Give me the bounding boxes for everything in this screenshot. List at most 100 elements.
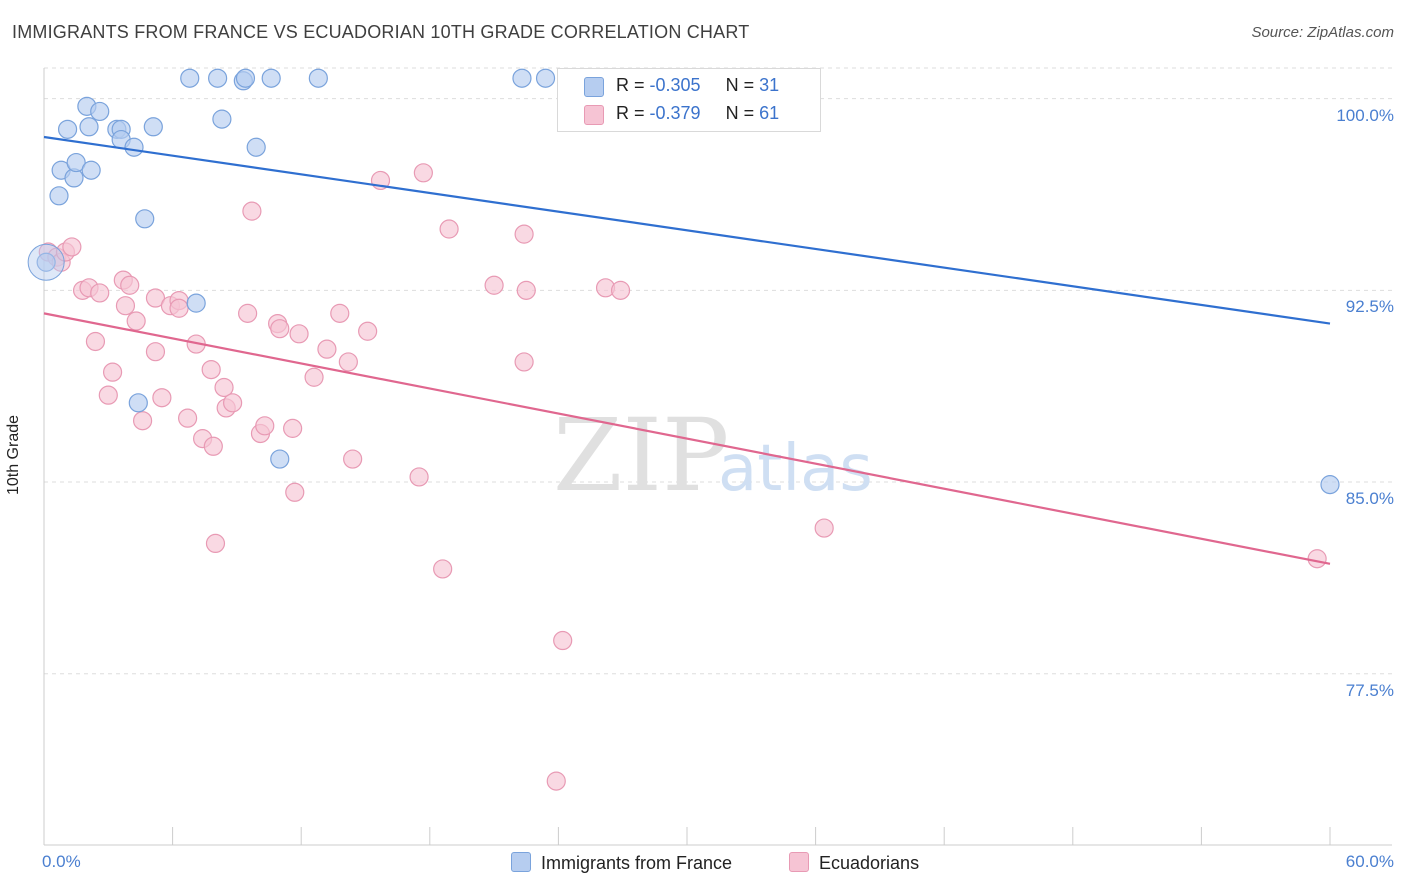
france-point <box>235 68 256 88</box>
france-point <box>49 186 69 206</box>
ecuadorians-point <box>115 296 136 316</box>
x-tick-label-min: 0.0% <box>42 852 81 871</box>
r-label: R = <box>616 103 645 123</box>
legend-item-france: Immigrants from France <box>511 852 732 874</box>
ecuadorians-legend-swatch <box>789 852 809 872</box>
ecuadorians-point <box>413 163 433 183</box>
n-label: N = <box>725 75 755 95</box>
watermark-zip: ZIP <box>553 397 729 514</box>
ecuadorians-legend-label: Ecuadorians <box>819 853 920 873</box>
ecuadorians-trend-line <box>43 312 1331 565</box>
ecuadorians-point <box>201 359 221 380</box>
ecuadorians-point <box>343 449 363 469</box>
r-label: R = <box>616 75 645 95</box>
ecuadorians-point <box>126 311 146 331</box>
ecuadorians-point <box>338 352 358 372</box>
france-point <box>261 68 281 88</box>
france-point <box>128 393 148 413</box>
ecuadorians-point <box>610 280 631 300</box>
grid-lines <box>44 67 1392 675</box>
france-point <box>512 68 532 88</box>
ecuadorians-point <box>238 303 258 323</box>
ecuadorians-n-value: 61 <box>759 103 780 123</box>
ecuadorians-point <box>433 559 453 579</box>
france-point-large <box>27 243 65 281</box>
ecuadorians-point <box>223 393 243 413</box>
france-point <box>1320 475 1340 495</box>
ecuadorians-point <box>283 418 303 438</box>
ecuadorians-point <box>214 377 234 398</box>
ecuadorians-point <box>317 339 337 359</box>
x-tick-label-max: 60.0% <box>1345 852 1394 871</box>
france-point <box>535 68 556 88</box>
ecuadorians-point <box>98 385 118 405</box>
ecuadorians-point <box>1307 549 1327 569</box>
france-n-value: 31 <box>759 75 780 95</box>
y-tick-label: 100.0% <box>1336 105 1394 125</box>
france-point <box>90 101 110 122</box>
correlation-legend: R = -0.305 N = 31 R = -0.379 N = 61 <box>557 68 821 132</box>
france-point <box>212 109 232 129</box>
france-point <box>124 137 144 157</box>
ecuadorians-point <box>203 436 223 456</box>
y-tick-label: 77.5% <box>1345 680 1394 700</box>
france-point <box>246 137 266 157</box>
ecuadorians-point <box>289 324 309 344</box>
france-point <box>180 68 200 88</box>
france-point <box>308 68 328 88</box>
ecuadorians-point <box>120 275 140 295</box>
ecuadorians-point <box>205 533 226 554</box>
france-point <box>208 68 228 88</box>
ecuadorians-r-value: -0.379 <box>649 103 701 123</box>
n-label: N = <box>725 103 755 123</box>
ecuadorians-point <box>85 331 106 352</box>
ecuadorians-point <box>553 630 573 651</box>
france-swatch <box>584 77 604 97</box>
ecuadorians-point <box>242 201 262 221</box>
france-points <box>27 68 1340 495</box>
ecuadorians-point <box>546 771 566 791</box>
ecuadorians-point <box>484 275 504 295</box>
france-point <box>270 449 290 469</box>
ecuadorians-point <box>814 518 834 538</box>
ecuadorians-point <box>516 280 536 300</box>
france-point <box>143 117 163 137</box>
ecuadorians-point <box>62 237 82 257</box>
france-point <box>66 152 86 173</box>
axes <box>43 68 1392 846</box>
france-point <box>135 209 155 229</box>
france-trend-line <box>43 135 1331 325</box>
ecuadorians-point <box>132 411 153 431</box>
ecuadorians-point <box>178 408 198 428</box>
ecuadorians-point <box>169 298 189 318</box>
france-r-value: -0.305 <box>649 75 701 95</box>
france-point <box>57 119 78 139</box>
y-tick-label: 85.0% <box>1345 489 1394 509</box>
watermark-atlas: atlas <box>718 432 873 506</box>
ecuadorians-point <box>409 467 429 487</box>
legend-item-ecuadorians: Ecuadorians <box>789 852 919 874</box>
ecuadorians-point <box>439 219 459 239</box>
ecuadorians-point <box>304 367 324 387</box>
ecuadorians-point <box>152 388 172 408</box>
ecuadorians-point <box>514 352 534 372</box>
ecuadorians-point <box>145 342 166 362</box>
ecuadorians-point <box>145 288 166 308</box>
france-legend-swatch <box>511 852 531 872</box>
ecuadorians-point <box>285 482 305 502</box>
y-tick-label: 92.5% <box>1345 297 1394 317</box>
ecuadorians-point <box>255 416 275 436</box>
ecuadorians-point <box>358 321 378 341</box>
chart-title: IMMIGRANTS FROM FRANCE VS ECUADORIAN 10T… <box>12 22 750 42</box>
ecuadorians-point <box>90 283 110 303</box>
ecuadorians-swatch <box>584 105 604 125</box>
france-point <box>36 252 56 272</box>
ecuadorians-point <box>330 303 350 323</box>
source-label: Source: ZipAtlas.com <box>1251 24 1394 41</box>
france-legend-label: Immigrants from France <box>541 853 733 873</box>
ecuadorians-point <box>514 224 534 244</box>
france-point <box>186 293 206 313</box>
france-point <box>81 160 101 180</box>
